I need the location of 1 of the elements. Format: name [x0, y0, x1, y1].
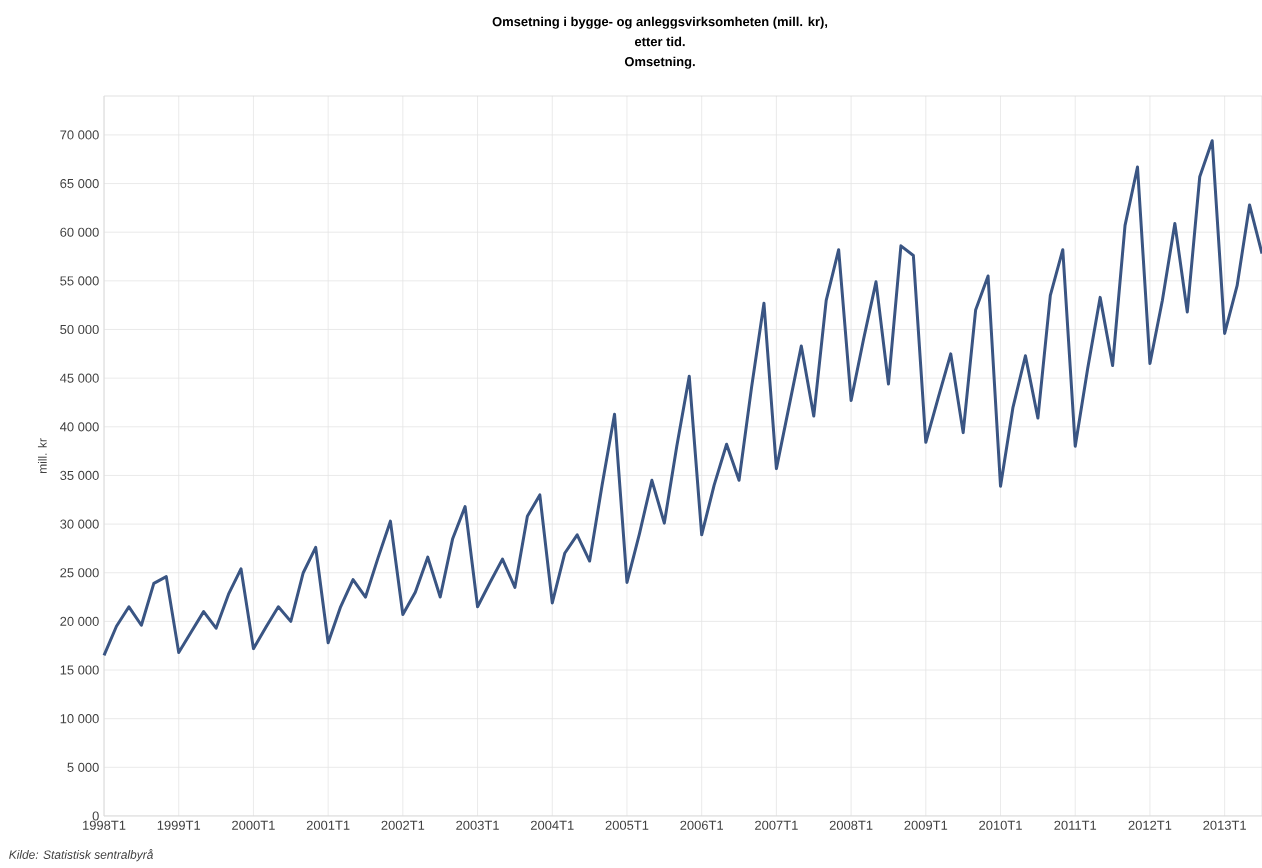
line-series	[102, 139, 1262, 657]
